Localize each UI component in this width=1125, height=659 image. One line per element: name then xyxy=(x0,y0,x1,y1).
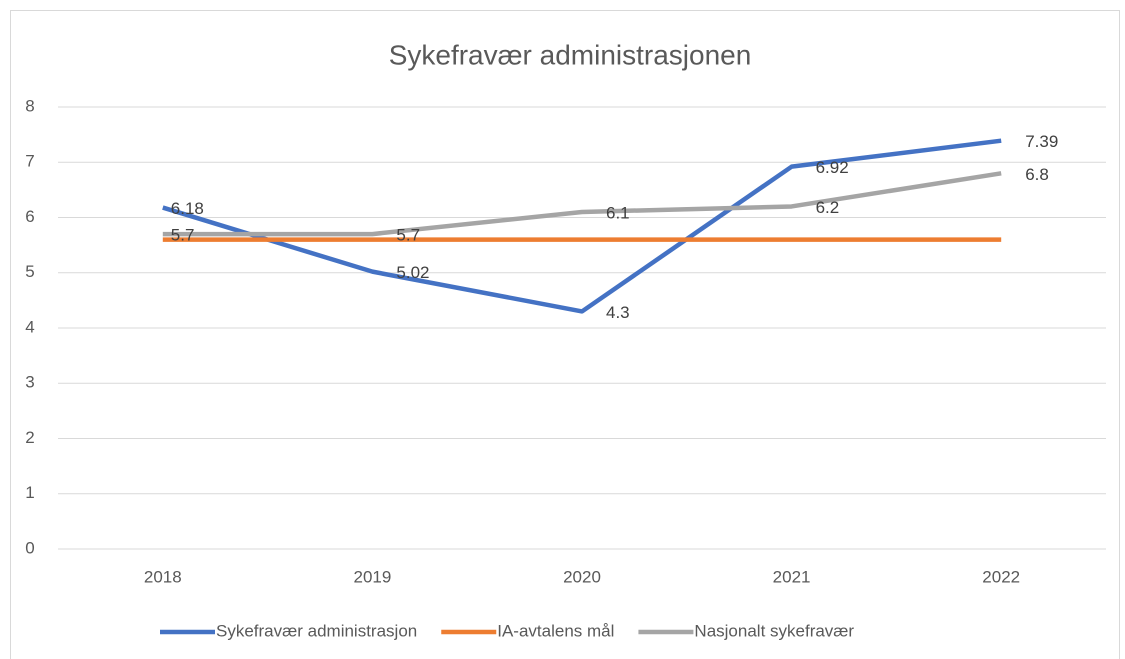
x-tick-label: 2021 xyxy=(773,567,811,586)
series-line xyxy=(162,171,1002,237)
x-tick-label: 2022 xyxy=(982,567,1020,586)
y-tick-label: 2 xyxy=(25,428,34,447)
y-tick-label: 4 xyxy=(25,317,34,336)
data-label: 5.7 xyxy=(171,226,195,245)
y-tick-label: 1 xyxy=(25,483,34,502)
y-tick-label: 5 xyxy=(25,262,34,281)
legend-label: Sykefravær administrasjon xyxy=(216,621,417,640)
chart-border xyxy=(10,10,1120,659)
legend-label: Nasjonalt sykefravær xyxy=(694,621,854,640)
y-tick-label: 7 xyxy=(25,152,34,171)
y-tick-label: 0 xyxy=(25,538,34,557)
chart-title: Sykefravær administrasjonen xyxy=(389,39,752,70)
data-label: 4.3 xyxy=(606,303,630,322)
data-label: 6.18 xyxy=(171,199,204,218)
y-tick-label: 3 xyxy=(25,373,34,392)
data-label: 5.02 xyxy=(396,263,429,282)
x-tick-label: 2018 xyxy=(144,567,182,586)
y-tick-label: 6 xyxy=(25,207,34,226)
data-label: 5.7 xyxy=(396,226,420,245)
data-label: 7.39 xyxy=(1025,132,1058,151)
series-line xyxy=(162,138,1002,314)
y-tick-label: 8 xyxy=(25,96,34,115)
data-label: 6.1 xyxy=(606,203,630,222)
data-label: 6.8 xyxy=(1025,165,1049,184)
x-tick-label: 2020 xyxy=(563,567,601,586)
x-tick-label: 2019 xyxy=(353,567,391,586)
data-label: 6.2 xyxy=(816,198,840,217)
legend-label: IA-avtalens mål xyxy=(497,621,614,640)
data-label: 6.92 xyxy=(816,158,849,177)
